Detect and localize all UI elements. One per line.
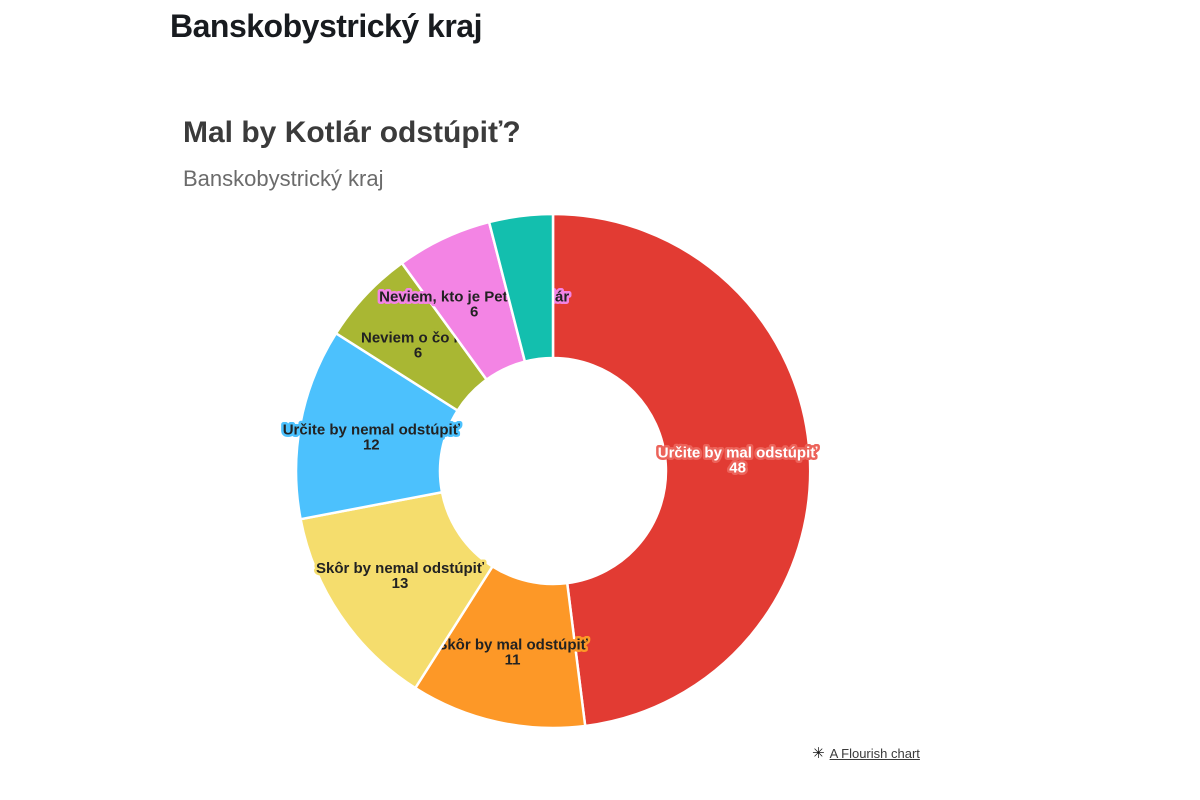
flourish-starburst-icon: ✳ — [812, 745, 825, 762]
donut-slice-6[interactable] — [487, 212, 555, 364]
donut-slice-3[interactable] — [294, 331, 460, 521]
flourish-attribution-link[interactable]: ✳ A Flourish chart — [812, 746, 920, 761]
chart-subtitle: Banskobystrický kraj — [183, 166, 384, 191]
chart-title: Mal by Kotlár odstúpiť? — [183, 116, 521, 149]
flourish-attribution-label: A Flourish chart — [829, 746, 920, 761]
donut-slice-1[interactable] — [413, 564, 587, 730]
page-header-region-title: Banskobystrický kraj — [170, 8, 482, 44]
donut-slice-2[interactable] — [299, 490, 495, 690]
donut-slice-0[interactable] — [551, 212, 812, 728]
